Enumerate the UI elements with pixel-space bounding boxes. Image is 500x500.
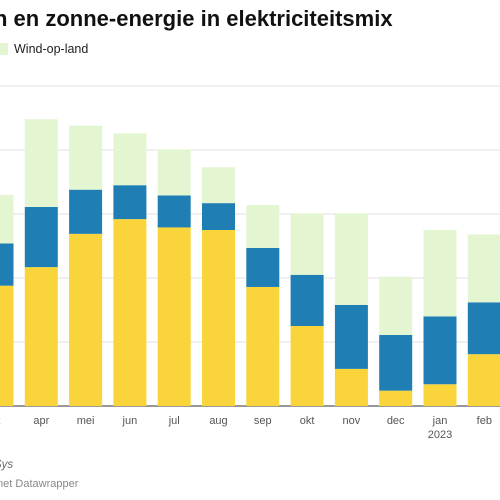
bar-solar-apr — [24, 267, 58, 406]
legend-label-onshore: Wind-op-land — [14, 42, 89, 56]
bar-onshore-apr — [24, 119, 58, 207]
bar-solar-nov — [334, 368, 368, 406]
bar-onshore-jan — [423, 230, 457, 317]
bar-offshore-aug — [202, 203, 235, 230]
bar-solar-rt — [0, 285, 14, 406]
bar-offshore-apr — [24, 206, 58, 268]
source-note: Sys — [0, 459, 14, 471]
x-tick-label: feb — [477, 415, 492, 427]
x-tick-label: okt — [300, 415, 315, 427]
bar-offshore-jan — [423, 316, 457, 385]
bar-onshore-sep — [246, 205, 280, 248]
x-tick-label: dec — [387, 415, 405, 427]
bar-offshore-feb — [467, 302, 500, 355]
bar-offshore-rt — [0, 243, 14, 286]
bar-onshore-dec — [379, 276, 413, 335]
legend: Wind-op-land — [0, 42, 88, 56]
bar-solar-feb — [467, 354, 500, 406]
bar-solar-aug — [202, 230, 235, 406]
bar-offshore-jun — [113, 185, 147, 220]
bar-offshore-dec — [379, 334, 413, 391]
bar-onshore-okt — [290, 213, 324, 275]
bar-offshore-jul — [157, 195, 191, 228]
bar-solar-mei — [69, 233, 103, 406]
bar-offshore-sep — [246, 247, 280, 287]
x-tick-label: mei — [77, 415, 95, 427]
x-tick-label: aug — [209, 415, 227, 427]
credit-note: met Datawrapper — [0, 478, 79, 490]
bar-onshore-aug — [202, 167, 235, 204]
x-tick-label: jan — [432, 415, 448, 427]
chart-title: n en zonne-energie in elektriciteitsmix — [0, 6, 393, 31]
bar-solar-jul — [157, 227, 191, 406]
bar-onshore-feb — [467, 234, 500, 303]
x-tick-year-label: 2023 — [428, 429, 452, 441]
x-tick-label: nov — [343, 415, 361, 427]
bar-offshore-nov — [334, 304, 368, 369]
x-tick-label: sep — [254, 415, 272, 427]
bar-chart: rtaprmeijunjulaugsepoktnovdecjan2023feb — [0, 85, 500, 441]
x-tick-label: jun — [122, 415, 138, 427]
bar-solar-jan — [423, 384, 457, 406]
bar-onshore-rt — [0, 194, 14, 244]
bar-solar-jun — [113, 219, 147, 406]
bar-onshore-mei — [69, 125, 103, 190]
bar-offshore-okt — [290, 274, 324, 326]
bar-onshore-nov — [334, 213, 368, 305]
legend-swatch-onshore — [0, 43, 8, 55]
x-axis-labels: rtaprmeijunjulaugsepoktnovdecjan2023feb — [0, 415, 492, 441]
bar-solar-okt — [290, 326, 324, 406]
bars — [0, 119, 500, 406]
bar-solar-sep — [246, 286, 280, 406]
x-tick-label: jul — [168, 415, 180, 427]
bar-onshore-jun — [113, 133, 147, 186]
bar-onshore-jul — [157, 149, 191, 196]
bar-offshore-mei — [69, 189, 103, 234]
bar-solar-dec — [379, 390, 413, 406]
x-tick-label: apr — [33, 415, 49, 427]
